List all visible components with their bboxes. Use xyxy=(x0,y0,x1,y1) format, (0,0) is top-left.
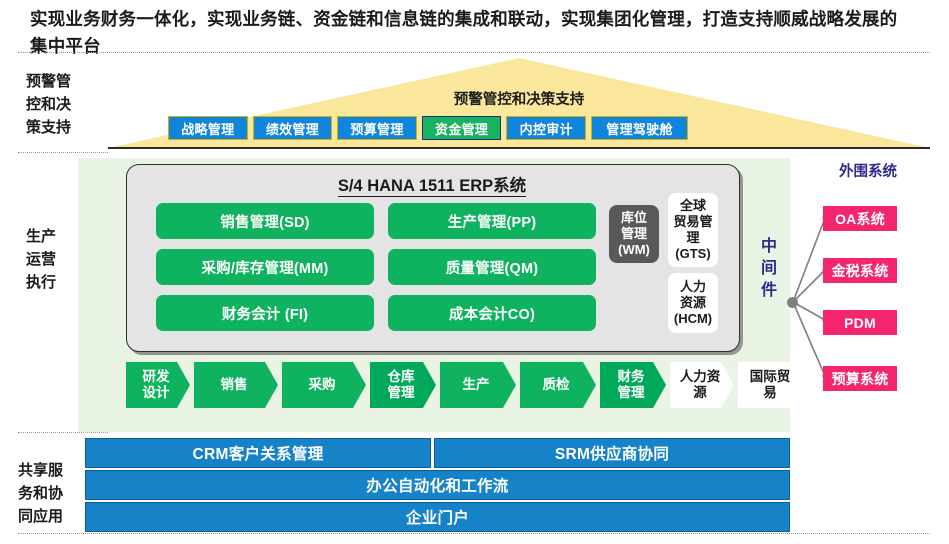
erp-module-mm[interactable]: 采购/库存管理(MM) xyxy=(156,249,374,285)
erp-module-sd[interactable]: 销售管理(SD) xyxy=(156,203,374,239)
pyramid-button-cockpit[interactable]: 管理驾驶舱 xyxy=(591,116,689,140)
shared-bar-crm[interactable]: CRM客户关系管理 xyxy=(85,438,431,468)
divider-bottom xyxy=(18,533,930,534)
divider-top xyxy=(18,52,930,53)
erp-module-column-left: 销售管理(SD) 采购/库存管理(MM) 财务会计 (FI) xyxy=(156,203,374,341)
flow-step-hr[interactable]: 人力资 源 xyxy=(670,362,734,408)
erp-module-fi[interactable]: 财务会计 (FI) xyxy=(156,295,374,331)
erp-module-pp[interactable]: 生产管理(PP) xyxy=(388,203,596,239)
shared-bar-oa[interactable]: 办公自动化和工作流 xyxy=(85,470,790,500)
flow-step-warehouse[interactable]: 仓库 管理 xyxy=(370,362,436,408)
erp-module-co[interactable]: 成本会计CO) xyxy=(388,295,596,331)
flow-step-quality[interactable]: 质检 xyxy=(520,362,596,408)
flow-step-rnd[interactable]: 研发 设计 xyxy=(126,362,190,408)
middleware-label: 中 间 件 xyxy=(760,238,777,299)
process-flow: 研发 设计 销售 采购 仓库 管理 生产 质检 财务 管理 人力资 源 国际贸 … xyxy=(126,362,810,408)
shared-bar-srm[interactable]: SRM供应商协同 xyxy=(434,438,790,468)
external-system-oa[interactable]: OA系统 xyxy=(823,206,897,231)
band-label-decision-support: 预警管 控和决 策支持 xyxy=(26,73,72,136)
band-label-shared-services: 共享服 务和协 同应用 xyxy=(18,462,64,525)
erp-module-gts[interactable]: 全球 贸易管 理 (GTS) xyxy=(668,193,718,267)
divider-band-1 xyxy=(18,152,108,153)
pyramid-button-audit[interactable]: 内控审计 xyxy=(506,116,587,140)
flow-step-trade[interactable]: 国际贸 易 xyxy=(738,362,806,408)
erp-module-hcm[interactable]: 人力 资源 (HCM) xyxy=(668,273,718,333)
band-label-operations: 生产 运营 执行 xyxy=(26,228,57,291)
flow-step-sales[interactable]: 销售 xyxy=(194,362,278,408)
erp-module-qm[interactable]: 质量管理(QM) xyxy=(388,249,596,285)
divider-band-2 xyxy=(18,432,108,433)
flow-step-finance[interactable]: 财务 管理 xyxy=(600,362,666,408)
flow-step-production[interactable]: 生产 xyxy=(440,362,516,408)
page-headline: 实现业务财务一体化，实现业务链、资金链和信息链的集成和联动，实现集团化管理，打造… xyxy=(30,9,898,56)
erp-module-column-right: 生产管理(PP) 质量管理(QM) 成本会计CO) xyxy=(388,203,596,341)
pyramid-button-budget[interactable]: 预算管理 xyxy=(337,116,417,140)
external-system-budget[interactable]: 预算系统 xyxy=(823,366,897,391)
pyramid-button-treasury[interactable]: 资金管理 xyxy=(421,116,502,140)
pyramid-button-strategy[interactable]: 战略管理 xyxy=(168,116,248,140)
pyramid-button-performance[interactable]: 绩效管理 xyxy=(252,116,333,140)
erp-module-wm[interactable]: 库位 管理 (WM) xyxy=(609,205,659,263)
flow-step-purchasing[interactable]: 采购 xyxy=(282,362,366,408)
erp-title: S/4 HANA 1511 ERP系统 xyxy=(126,172,738,197)
external-systems-title: 外围系统 xyxy=(839,164,897,180)
pyramid-title: 预警管控和决策支持 xyxy=(453,92,585,108)
shared-bar-portal[interactable]: 企业门户 xyxy=(85,502,790,532)
external-system-tax[interactable]: 金税系统 xyxy=(823,258,897,283)
pyramid-baseline xyxy=(108,147,930,149)
pyramid-button-row: 战略管理 绩效管理 预算管理 资金管理 内控审计 管理驾驶舱 xyxy=(168,116,689,140)
external-system-pdm[interactable]: PDM xyxy=(823,310,897,335)
erp-title-text: S/4 HANA 1511 ERP系统 xyxy=(337,177,527,197)
